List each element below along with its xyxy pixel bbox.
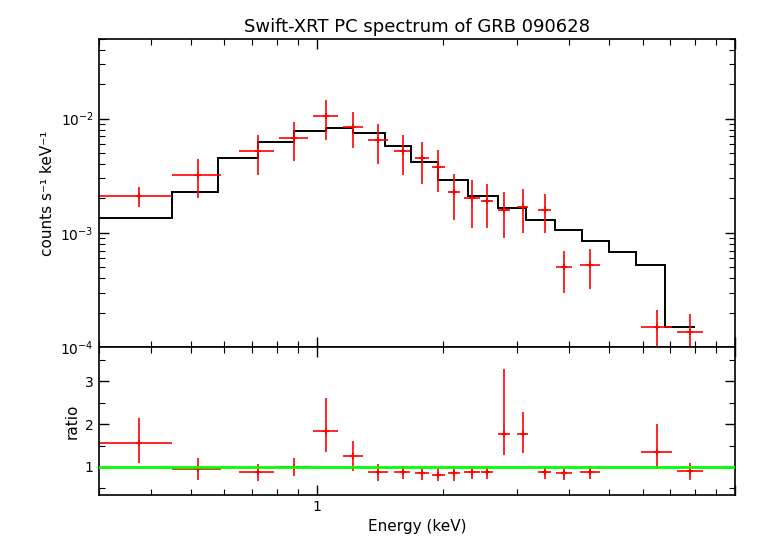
Y-axis label: counts s⁻¹ keV⁻¹: counts s⁻¹ keV⁻¹ xyxy=(39,130,55,256)
X-axis label: Energy (keV): Energy (keV) xyxy=(368,519,466,534)
Y-axis label: ratio: ratio xyxy=(64,403,80,439)
Title: Swift-XRT PC spectrum of GRB 090628: Swift-XRT PC spectrum of GRB 090628 xyxy=(244,18,590,36)
